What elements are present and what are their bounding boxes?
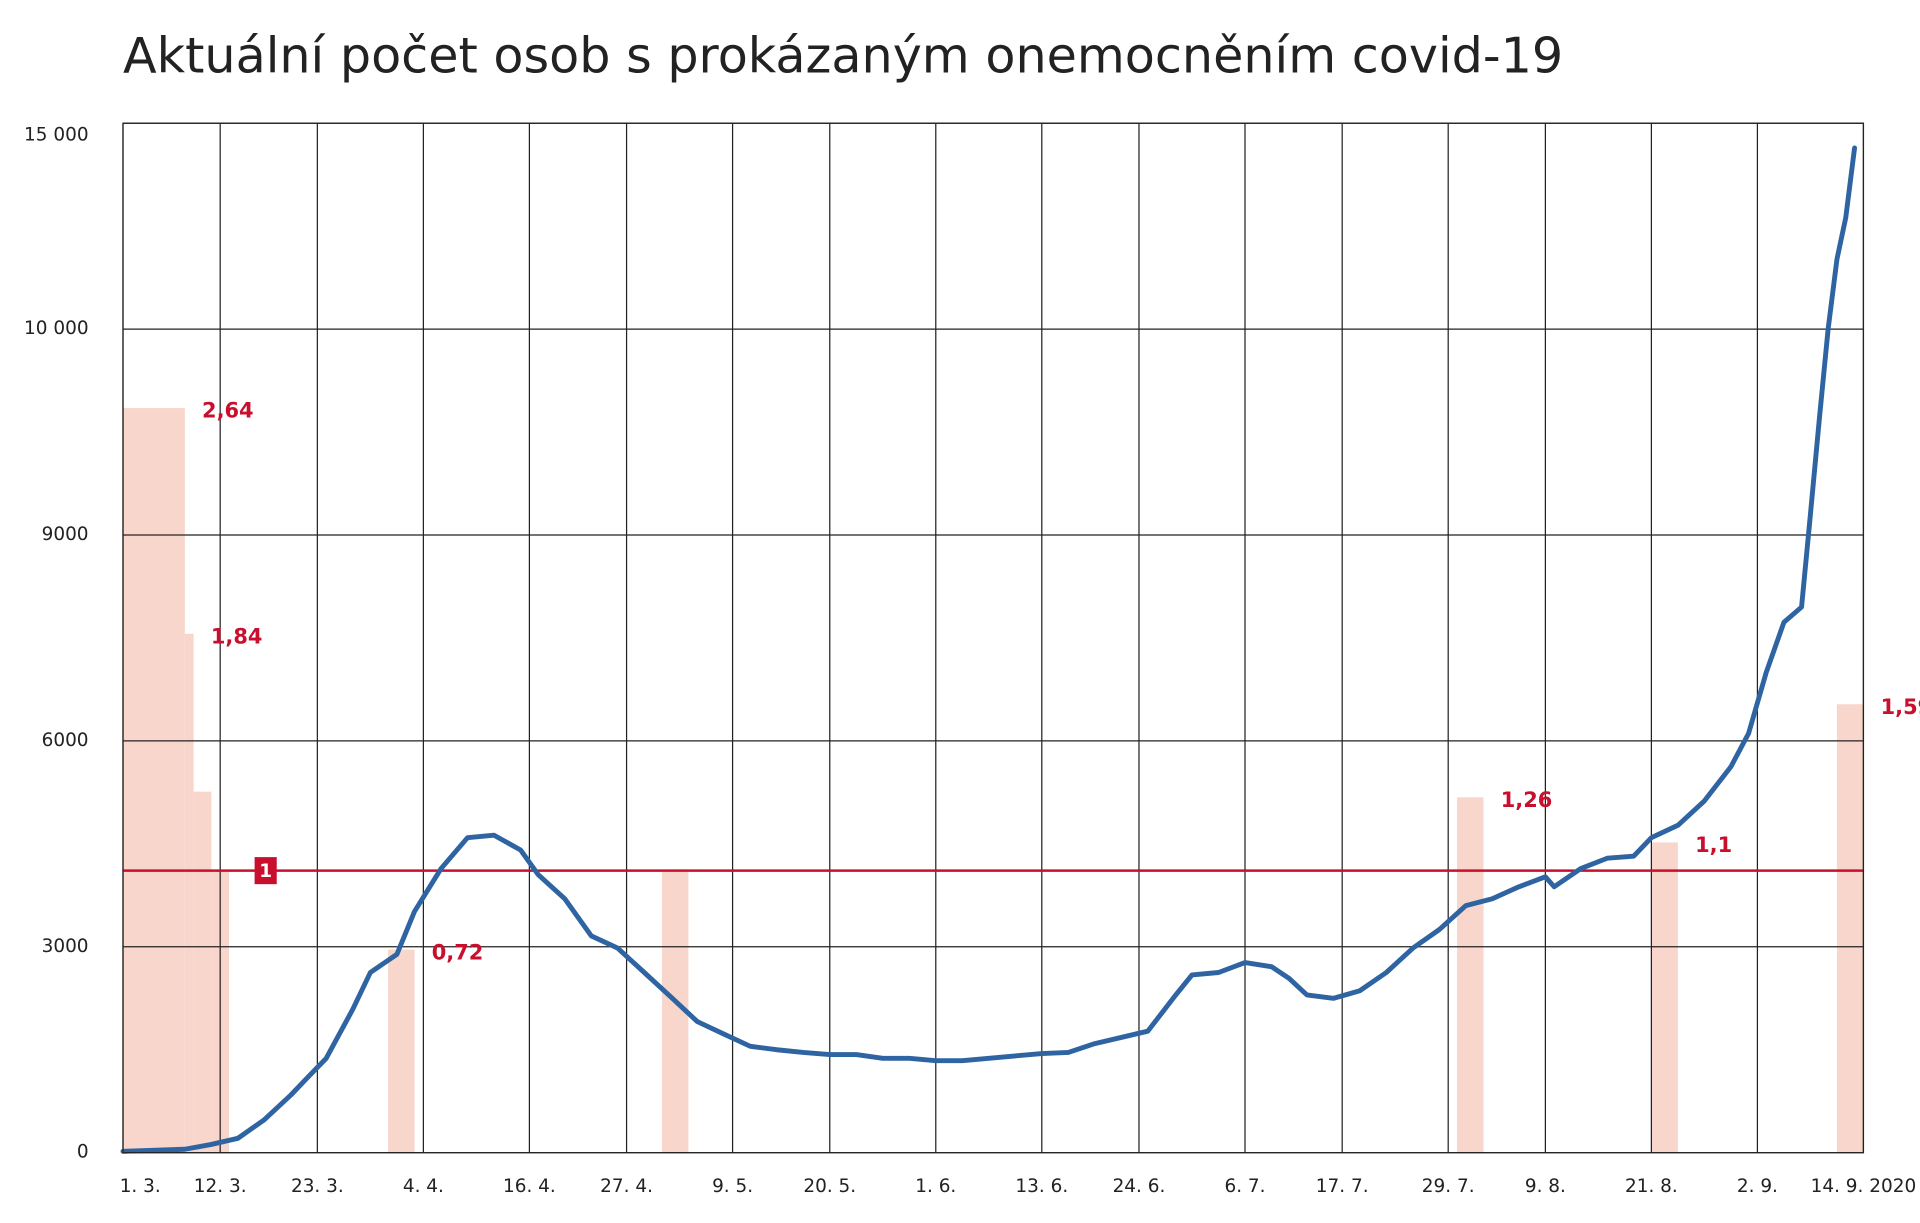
x-tick-label: 1. 6. bbox=[915, 1176, 956, 1197]
y-tick-label: 10 000 bbox=[24, 318, 89, 339]
y-tick-label: 15 000 bbox=[24, 124, 89, 145]
bar-value-label: 1,84 bbox=[211, 624, 263, 648]
y-tick-label: 3000 bbox=[42, 936, 89, 957]
r-bar bbox=[1457, 797, 1484, 1153]
r-bar bbox=[1651, 842, 1678, 1153]
x-tick-label: 9. 5. bbox=[712, 1176, 753, 1197]
x-tick-label: 13. 6. bbox=[1015, 1176, 1068, 1197]
x-tick-label: 27. 4. bbox=[600, 1176, 653, 1197]
x-tick-label: 14. 9. 2020 bbox=[1811, 1176, 1917, 1197]
x-tick-label: 16. 4. bbox=[503, 1176, 556, 1197]
bar-value-label: 2,64 bbox=[202, 399, 254, 423]
x-tick-label: 9. 8. bbox=[1525, 1176, 1566, 1197]
x-tick-label: 6. 7. bbox=[1224, 1176, 1265, 1197]
r-bar bbox=[388, 949, 415, 1153]
r-bar bbox=[193, 791, 212, 1153]
reference-badge bbox=[254, 857, 277, 885]
chart-title: Aktuální počet osob s prokázaným onemocn… bbox=[123, 27, 1563, 85]
plot-frame bbox=[122, 122, 1865, 1154]
x-tick-label: 21. 8. bbox=[1625, 1176, 1678, 1197]
y-tick-label: 6000 bbox=[42, 730, 89, 751]
active-cases-line bbox=[120, 145, 1858, 1154]
y-tick-label: 9000 bbox=[42, 524, 89, 545]
x-tick-label: 12. 3. bbox=[194, 1176, 247, 1197]
x-tick-label: 1. 3. bbox=[120, 1176, 161, 1197]
x-tick-label: 20. 5. bbox=[803, 1176, 856, 1197]
x-tick-label: 24. 6. bbox=[1113, 1176, 1166, 1197]
x-tick-label: 17. 7. bbox=[1316, 1176, 1369, 1197]
x-tick-label: 2. 9. bbox=[1737, 1176, 1778, 1197]
r-bar bbox=[184, 633, 194, 1153]
x-tick-label: 29. 7. bbox=[1422, 1176, 1475, 1197]
bar-value-label: 1,59 bbox=[1881, 695, 1920, 719]
reference-label: 1 bbox=[259, 861, 272, 882]
bar-value-label: 1,26 bbox=[1501, 788, 1553, 812]
y-tick-label: 0 bbox=[77, 1142, 89, 1163]
x-tick-label: 4. 4. bbox=[403, 1176, 444, 1197]
x-tick-label: 23. 3. bbox=[291, 1176, 344, 1197]
bar-value-label: 1,1 bbox=[1695, 833, 1732, 857]
r-bar bbox=[1836, 704, 1864, 1153]
r-bar bbox=[122, 408, 185, 1153]
bar-value-label: 0,72 bbox=[432, 940, 484, 964]
